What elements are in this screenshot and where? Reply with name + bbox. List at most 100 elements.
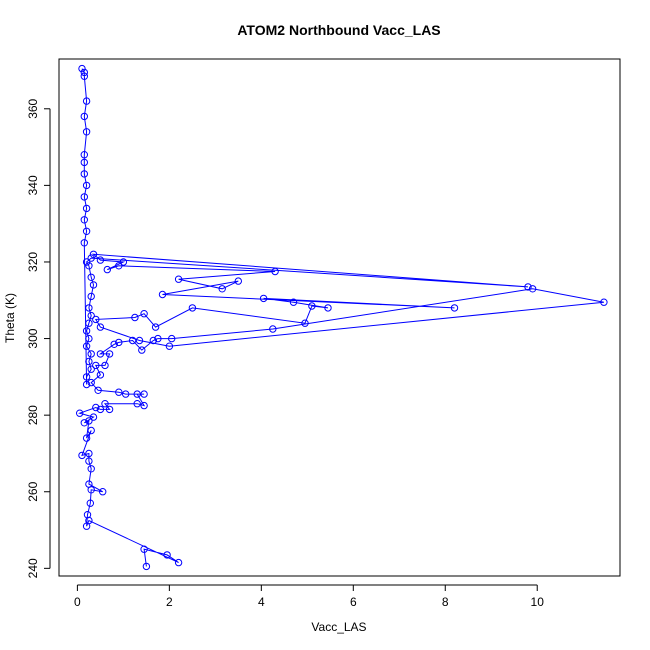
x-axis-label: Vacc_LAS: [311, 620, 366, 634]
x-tick-label: 0: [74, 595, 81, 609]
data-point: [101, 400, 109, 408]
data-point: [105, 350, 114, 358]
data-point: [92, 361, 100, 370]
x-tick-label: 8: [442, 595, 449, 609]
data-point: [158, 290, 167, 299]
data-point: [528, 285, 537, 293]
data-point: [87, 254, 95, 262]
data-point: [87, 365, 95, 373]
y-axis: 240 260 280 300 320 340 360: [26, 98, 51, 578]
data-point: [82, 373, 91, 381]
data-point: [85, 334, 93, 343]
data-point: [82, 128, 91, 136]
data-point: [324, 304, 332, 312]
data-point: [80, 151, 89, 159]
data-point: [82, 227, 91, 236]
data-point: [80, 68, 89, 77]
data-point: [85, 449, 93, 458]
data-point: [82, 342, 91, 350]
data-point: [85, 417, 93, 425]
data-point: [87, 465, 95, 473]
x-tick-label: 6: [350, 595, 357, 609]
data-point: [85, 480, 93, 488]
data-point: [85, 262, 93, 270]
data-point: [96, 405, 105, 414]
data-point: [89, 413, 98, 421]
data-point: [82, 434, 91, 442]
data-point: [96, 323, 105, 331]
data-point: [99, 488, 107, 496]
data-point: [94, 386, 102, 394]
data-point: [165, 342, 174, 350]
x-axis: 0 2 4 6 8 10: [74, 584, 544, 609]
data-point: [140, 310, 148, 318]
data-point: [149, 336, 158, 345]
data-point: [301, 319, 309, 327]
data-point: [105, 405, 114, 414]
y-tick-label: 360: [26, 98, 40, 118]
data-point: [151, 323, 160, 331]
data-point: [87, 273, 95, 281]
data-point: [115, 262, 123, 270]
data-point: [87, 292, 95, 301]
data-point: [115, 388, 123, 396]
data-point: [76, 409, 84, 417]
data-point: [85, 304, 93, 312]
data-point: [80, 419, 89, 427]
data-point: [115, 338, 123, 347]
data-point: [80, 193, 89, 201]
data-point: [85, 457, 93, 465]
data-point: [308, 302, 316, 310]
data-point: [101, 361, 109, 370]
data-point: [269, 325, 277, 333]
data-point: [80, 239, 89, 247]
data-point: [168, 334, 176, 343]
data-point: [87, 426, 95, 435]
plot-area: [58, 58, 621, 577]
data-series: [76, 64, 608, 571]
data-point: [174, 558, 183, 567]
data-point: [131, 313, 139, 322]
data-point: [89, 281, 98, 289]
y-tick-label: 260: [26, 481, 40, 501]
data-point: [259, 294, 268, 303]
x-tick-label: 2: [166, 595, 173, 609]
data-point: [142, 562, 151, 571]
data-point: [524, 283, 532, 291]
data-point: [96, 350, 105, 358]
data-point: [140, 401, 148, 410]
data-point: [80, 170, 89, 178]
data-point: [82, 327, 91, 335]
data-point: [89, 250, 98, 259]
data-point: [82, 380, 91, 389]
data-point: [80, 158, 89, 167]
data-point: [85, 357, 93, 366]
data-point: [78, 64, 86, 73]
data-point: [92, 315, 100, 324]
y-tick-label: 340: [26, 175, 40, 195]
data-point: [234, 277, 243, 285]
x-tick-label: 4: [258, 595, 265, 609]
data-point: [80, 72, 89, 80]
data-point: [188, 304, 197, 312]
data-point: [140, 545, 148, 553]
data-point: [92, 403, 100, 412]
data-point: [85, 319, 93, 327]
data-point: [135, 336, 144, 345]
data-point: [80, 112, 89, 121]
data-point: [119, 258, 128, 266]
data-point: [271, 267, 279, 276]
data-point: [218, 285, 226, 293]
data-point: [450, 304, 459, 312]
data-point: [103, 265, 112, 274]
data-point: [82, 204, 91, 213]
chart-title: ATOM2 Northbound Vacc_LAS: [237, 22, 440, 38]
data-point: [82, 97, 91, 105]
y-axis-label: Theta (K): [3, 293, 17, 343]
data-point: [87, 350, 95, 358]
data-point: [80, 216, 89, 224]
data-point: [78, 451, 86, 460]
y-tick-label: 240: [26, 558, 40, 578]
y-tick-label: 300: [26, 328, 40, 348]
